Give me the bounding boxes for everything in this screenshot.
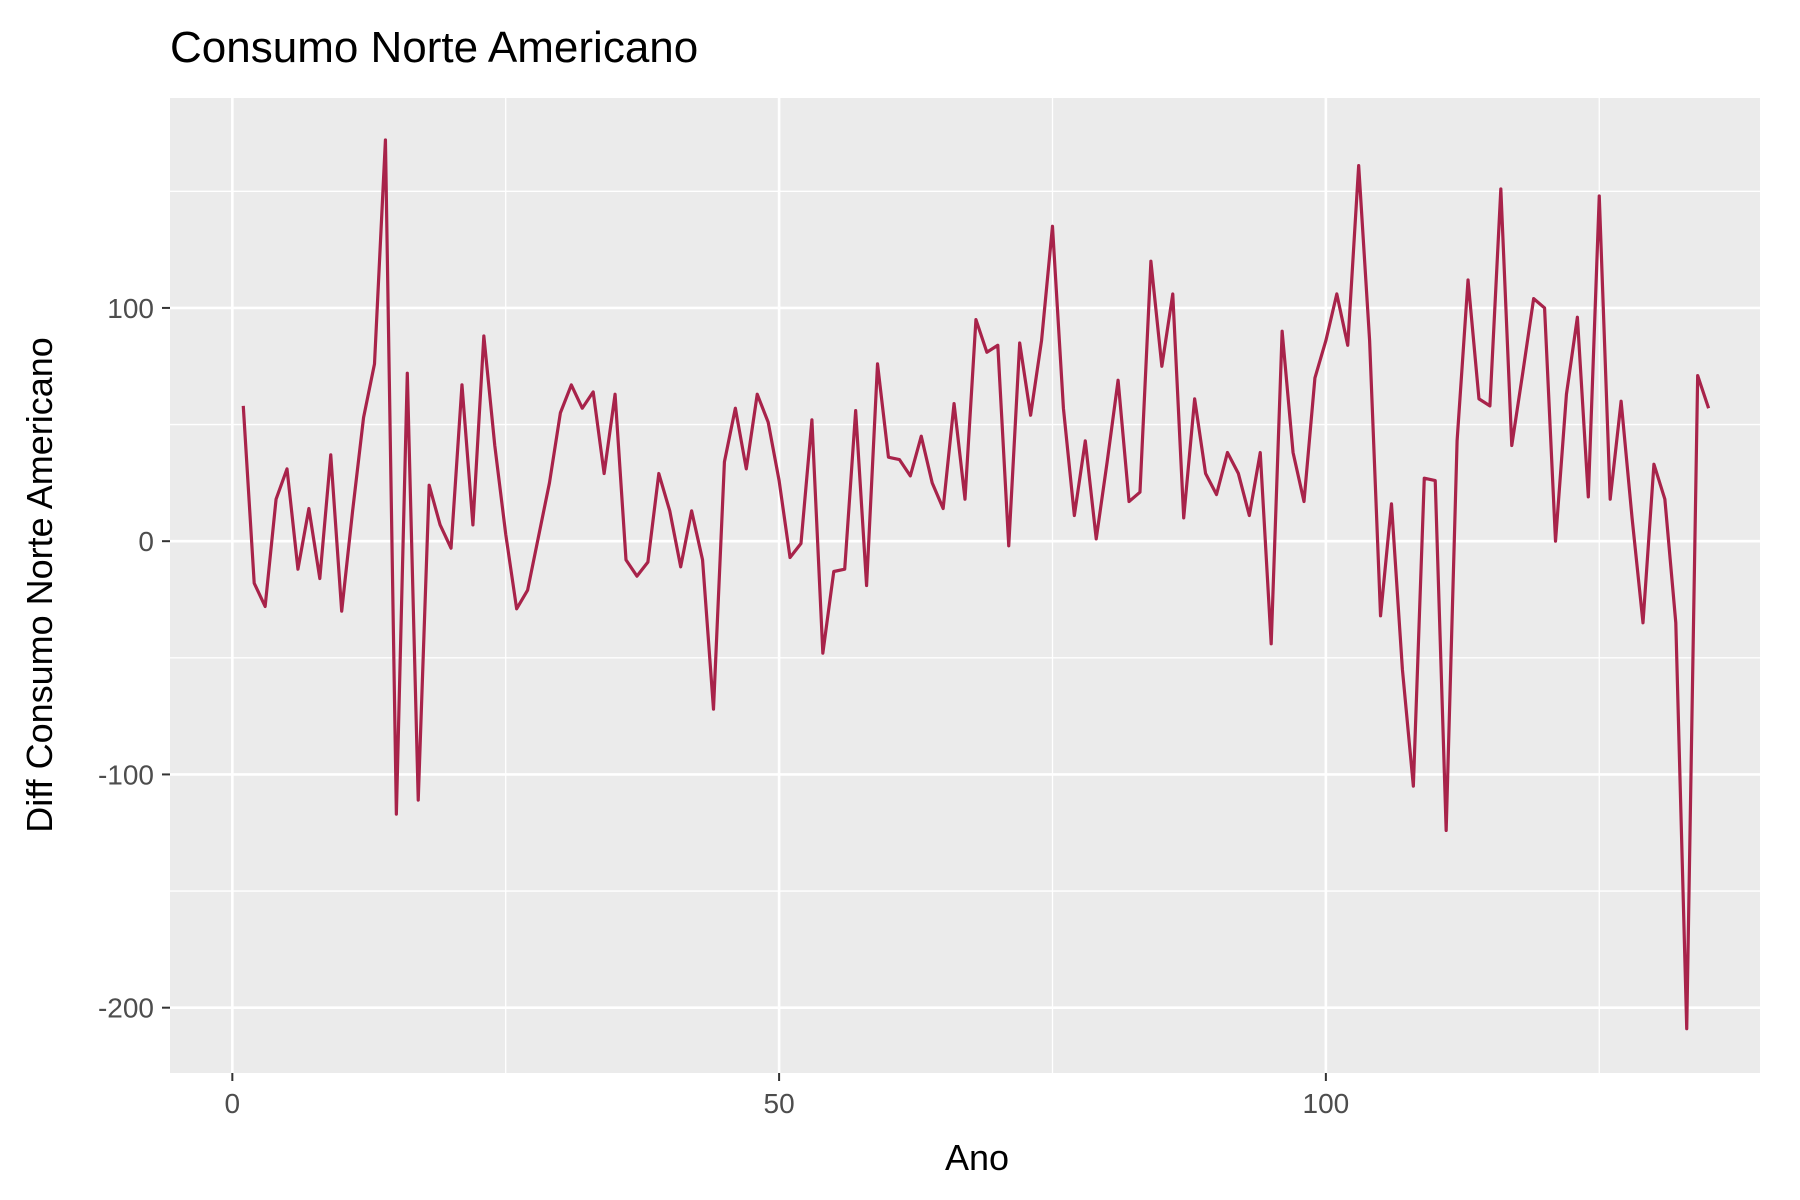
y-tick-label: 0: [138, 526, 154, 557]
y-tick-label: 100: [107, 293, 154, 324]
minor-gridlines: [170, 98, 1760, 1073]
x-axis-title: Ano: [945, 1137, 1009, 1178]
x-tick-label: 50: [764, 1088, 795, 1119]
x-axis: 0 50 100: [225, 1073, 1350, 1119]
x-tick-label: 0: [225, 1088, 241, 1119]
plot-panel: [170, 98, 1760, 1073]
y-tick-label: -200: [98, 993, 154, 1024]
series-line: [241, 138, 1711, 1031]
y-tick-label: -100: [98, 759, 154, 790]
chart-title: Consumo Norte Americano: [170, 23, 698, 72]
y-axis-title: Diff Consumo Norte Americano: [19, 337, 60, 833]
y-axis: -200 -100 0 100: [98, 293, 170, 1024]
x-tick-label: 100: [1303, 1088, 1350, 1119]
series-layer: [241, 138, 1711, 1031]
